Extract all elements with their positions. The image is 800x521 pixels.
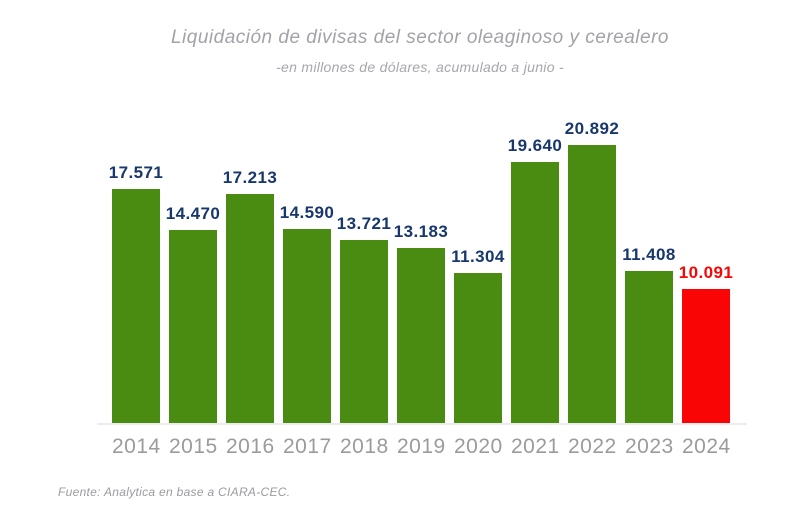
bar-column-2017: 14.590 — [279, 203, 335, 423]
x-tick-2024: 2024 — [682, 435, 731, 458]
x-tick-2015: 2015 — [169, 435, 218, 458]
bar-2017 — [283, 229, 331, 423]
x-tick-2023: 2023 — [625, 435, 674, 458]
bar-2021 — [511, 162, 559, 423]
bar-column-2016: 17.213 — [222, 168, 278, 423]
bar-2014 — [112, 189, 160, 423]
bar-column-2024: 10.091 — [678, 263, 734, 423]
x-tick-2022: 2022 — [568, 435, 617, 458]
bar-2024 — [682, 289, 730, 423]
value-label-2021: 19.640 — [507, 136, 563, 155]
bar-column-2014: 17.571 — [108, 163, 164, 423]
bar-2022 — [568, 145, 616, 423]
x-tick-2014: 2014 — [112, 435, 161, 458]
value-label-2024: 10.091 — [678, 263, 734, 282]
value-label-2016: 17.213 — [222, 168, 278, 187]
bar-2019 — [397, 248, 445, 423]
bars-area: 17.571 14.470 17.213 14.590 13.721 13.183 11.3… — [108, 100, 734, 423]
bar-2023 — [625, 271, 673, 423]
bar-column-2015: 14.470 — [165, 204, 221, 423]
x-tick-2021: 2021 — [511, 435, 560, 458]
value-label-2017: 14.590 — [279, 203, 335, 222]
x-tick-2019: 2019 — [397, 435, 446, 458]
chart-title: Liquidación de divisas del sector oleagi… — [170, 27, 669, 48]
bar-column-2021: 19.640 — [507, 136, 563, 423]
x-tick-2017: 2017 — [283, 435, 332, 458]
chart-subtitle: -en millones de dólares, acumulado a jun… — [276, 59, 564, 75]
bar-2015 — [169, 230, 217, 423]
x-tick-2018: 2018 — [340, 435, 389, 458]
bar-2016 — [226, 194, 274, 423]
value-label-2023: 11.408 — [622, 245, 676, 264]
value-label-2022: 20.892 — [564, 119, 620, 138]
x-axis-labels: 2014 2015 2016 2017 2018 2019 2020 2021 2022 2023… — [112, 435, 730, 459]
bar-column-2020: 11.304 — [451, 247, 505, 423]
value-label-2019: 13.183 — [393, 222, 449, 241]
bar-2020 — [454, 273, 502, 423]
x-tick-2016: 2016 — [226, 435, 275, 458]
source-note: Fuente: Analytica en base a CIARA-CEC. — [58, 485, 291, 499]
bar-column-2018: 13.721 — [336, 214, 392, 423]
value-label-2014: 17.571 — [108, 163, 164, 182]
bar-column-2022: 20.892 — [564, 119, 620, 423]
bar-column-2023: 11.408 — [622, 245, 676, 423]
value-label-2015: 14.470 — [165, 204, 221, 223]
value-label-2020: 11.304 — [451, 247, 505, 266]
bar-column-2019: 13.183 — [393, 222, 449, 423]
x-tick-2020: 2020 — [454, 435, 503, 458]
value-label-2018: 13.721 — [336, 214, 392, 233]
x-axis-line — [97, 423, 747, 425]
bar-2018 — [340, 240, 388, 423]
